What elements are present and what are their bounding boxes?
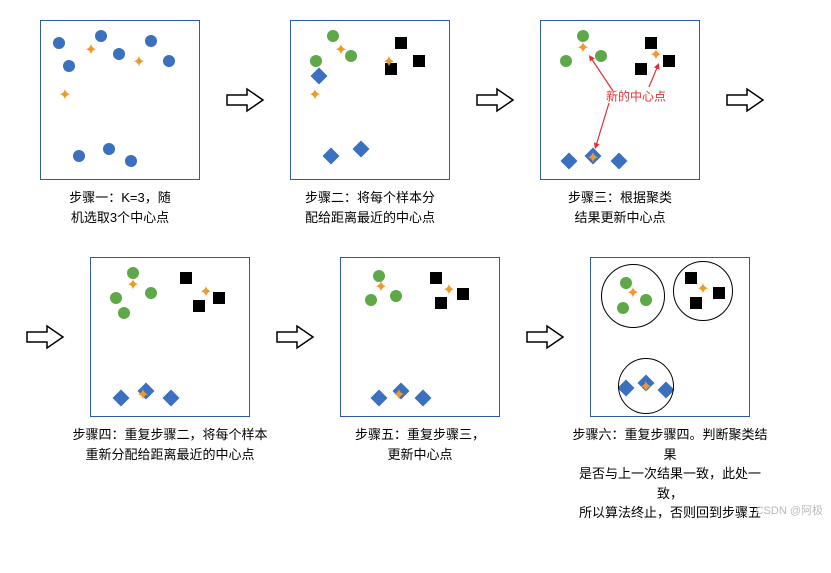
cluster-circle xyxy=(618,358,674,414)
data-point-diamond xyxy=(163,390,180,407)
data-point-circle xyxy=(95,30,107,42)
data-point-diamond xyxy=(113,390,130,407)
flow-arrow-icon xyxy=(725,87,765,113)
flow-arrow xyxy=(20,257,70,417)
flow-arrow-icon xyxy=(275,324,315,350)
caption-step1: 步骤一：K=3，随 机选取3个中心点 xyxy=(69,188,171,227)
caption-step5: 步骤五：重复步骤三， 更新中心点 xyxy=(355,425,485,464)
step-cell-step1: ✦ ✦ ✦ 步骤一：K=3，随 机选取3个中心点 xyxy=(20,20,220,227)
panel-step3: ✦ ✦ ✦ 新的中心点 xyxy=(540,20,700,180)
data-point-circle xyxy=(53,37,65,49)
step-cell-step3: ✦ ✦ ✦ 新的中心点 步骤三：根据聚类 结果更新中心点 xyxy=(520,20,720,227)
centroid-star-icon: ✦ xyxy=(58,88,71,104)
data-point-diamond xyxy=(371,390,388,407)
centroid-star-icon: ✦ xyxy=(586,151,599,167)
panel-step1: ✦ ✦ ✦ xyxy=(40,20,200,180)
annotation-text: 新的中心点 xyxy=(606,88,666,105)
centroid-star-icon: ✦ xyxy=(334,43,347,59)
centroid-star-icon: ✦ xyxy=(308,88,321,104)
cluster-circle xyxy=(673,261,733,321)
flow-arrow xyxy=(220,20,270,180)
data-point-circle xyxy=(103,143,115,155)
centroid-star-icon: ✦ xyxy=(132,55,145,71)
data-point-diamond xyxy=(561,153,578,170)
caption-step6: 步骤六：重复步骤四。判断聚类结果 是否与上一次结果一致，此处一致， 所以算法终止… xyxy=(570,425,770,523)
data-point-circle xyxy=(310,55,322,67)
flow-arrow-icon xyxy=(475,87,515,113)
data-point-square xyxy=(430,272,442,284)
centroid-star-icon: ✦ xyxy=(649,48,662,64)
data-point-diamond xyxy=(611,153,628,170)
centroid-star-icon: ✦ xyxy=(374,280,387,296)
step-cell-step4: ✦ ✦ ✦ 步骤四：重复步骤二，将每个样本 重新分配给距离最近的中心点 xyxy=(70,257,270,464)
flow-arrow xyxy=(470,20,520,180)
data-point-square xyxy=(663,55,675,67)
caption-step4: 步骤四：重复步骤二，将每个样本 重新分配给距离最近的中心点 xyxy=(72,425,267,464)
flow-arrow-icon xyxy=(225,87,265,113)
centroid-star-icon: ✦ xyxy=(199,285,212,301)
watermark: CSDN @阿极 xyxy=(756,502,823,518)
flow-arrow xyxy=(720,20,770,180)
diagram-row: ✦✦✦ 步骤四：重复步骤二，将每个样本 重新分配给距离最近的中心点 ✦✦✦ 步骤… xyxy=(20,257,811,523)
centroid-star-icon: ✦ xyxy=(136,388,149,404)
data-point-square xyxy=(395,37,407,49)
caption-step3: 步骤三：根据聚类 结果更新中心点 xyxy=(568,188,672,227)
data-point-circle xyxy=(73,150,85,162)
data-point-square xyxy=(180,272,192,284)
centroid-star-icon: ✦ xyxy=(126,278,139,294)
flow-arrow xyxy=(270,257,320,417)
panel-step5: ✦ ✦ ✦ xyxy=(340,257,500,417)
data-point-circle xyxy=(113,48,125,60)
data-point-circle xyxy=(595,50,607,62)
data-point-square xyxy=(457,288,469,300)
step-cell-step5: ✦ ✦ ✦ 步骤五：重复步骤三， 更新中心点 xyxy=(320,257,520,464)
data-point-diamond xyxy=(415,390,432,407)
flow-arrow xyxy=(520,257,570,417)
anno-arrow-icon xyxy=(541,21,542,22)
data-point-circle xyxy=(327,30,339,42)
data-point-circle xyxy=(390,290,402,302)
centroid-star-icon: ✦ xyxy=(392,388,405,404)
cluster-circle xyxy=(601,264,665,328)
flow-arrow-icon xyxy=(525,324,565,350)
data-point-circle xyxy=(145,287,157,299)
centroid-star-icon: ✦ xyxy=(576,41,589,57)
data-point-circle xyxy=(163,55,175,67)
data-point-square xyxy=(193,300,205,312)
data-point-square xyxy=(635,63,647,75)
panel-step2: ✦ ✦ ✦ xyxy=(290,20,450,180)
panel-step4: ✦ ✦ ✦ xyxy=(90,257,250,417)
data-point-circle xyxy=(118,307,130,319)
data-point-square xyxy=(213,292,225,304)
data-point-circle xyxy=(110,292,122,304)
data-point-diamond xyxy=(353,141,370,158)
data-point-square xyxy=(413,55,425,67)
data-point-circle xyxy=(63,60,75,72)
centroid-star-icon: ✦ xyxy=(442,283,455,299)
caption-step2: 步骤二：将每个样本分 配给距离最近的中心点 xyxy=(305,188,435,227)
panel-step6: ✦✦✦ xyxy=(590,257,750,417)
centroid-star-icon: ✦ xyxy=(382,55,395,71)
data-point-diamond xyxy=(323,148,340,165)
data-point-circle xyxy=(145,35,157,47)
data-point-diamond xyxy=(311,68,328,85)
data-point-circle xyxy=(125,155,137,167)
step-cell-step2: ✦ ✦ ✦ 步骤二：将每个样本分 配给距离最近的中心点 xyxy=(270,20,470,227)
flow-arrow-icon xyxy=(25,324,65,350)
step-cell-step6: ✦✦✦ 步骤六：重复步骤四。判断聚类结果 是否与上一次结果一致，此处一致， 所以… xyxy=(570,257,770,523)
centroid-star-icon: ✦ xyxy=(84,43,97,59)
data-point-circle xyxy=(560,55,572,67)
diagram-row: ✦ ✦ ✦ 步骤一：K=3，随 机选取3个中心点 ✦ ✦ ✦ 步骤二：将每个样本分 配给… xyxy=(20,20,811,227)
